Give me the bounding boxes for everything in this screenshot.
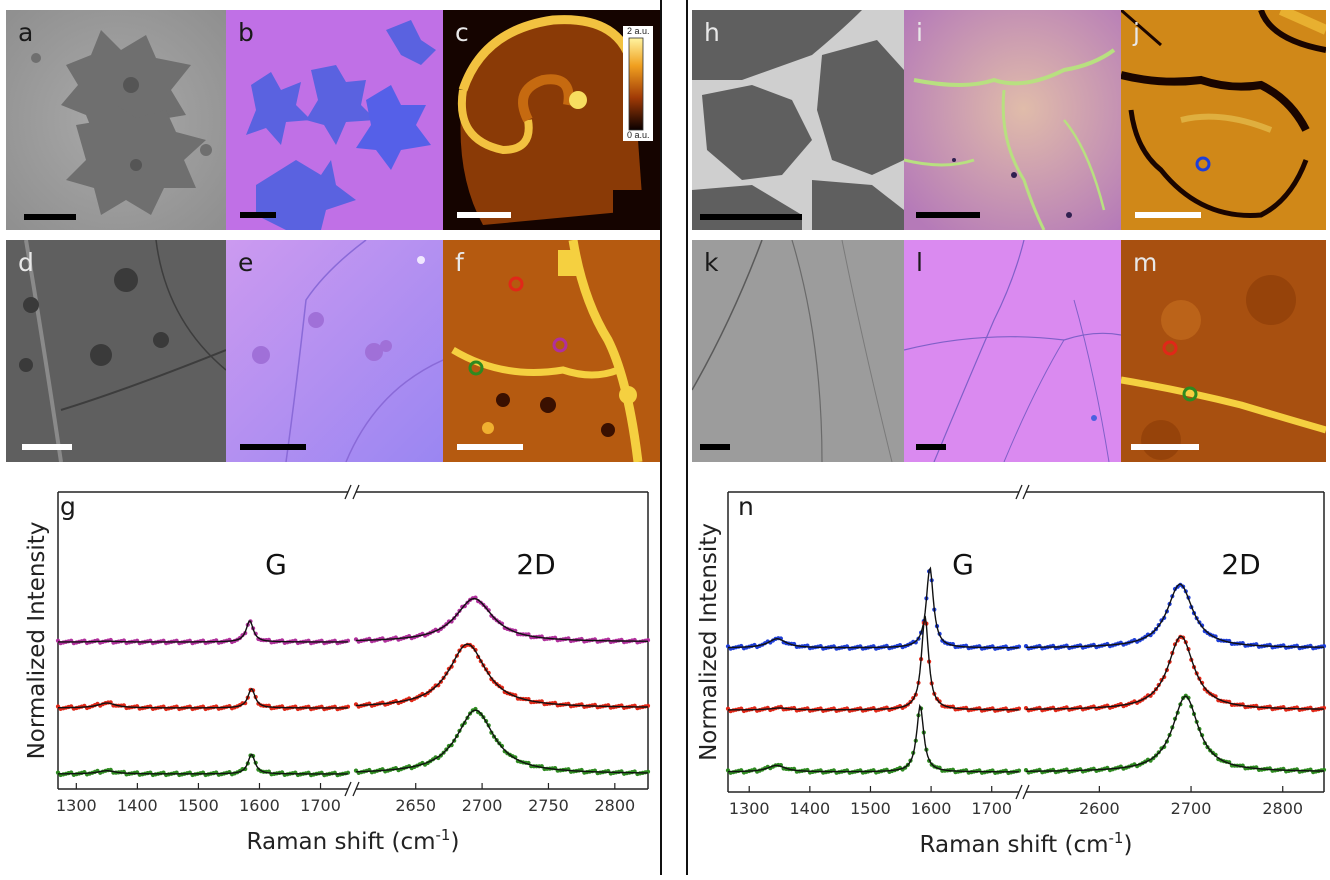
x-tick-label: 2650 — [395, 796, 436, 815]
axis-break-mark — [1015, 484, 1023, 500]
panel-label-l: l — [916, 248, 923, 277]
fit-line — [58, 687, 348, 709]
axis-break-mark — [1015, 784, 1023, 800]
y-axis-title: Normalized Intensity — [24, 522, 50, 760]
raman-spectrum-g: 1300 1400 1500 1600 1700 2650 2700 2750 2800 G 2D N… — [24, 484, 651, 855]
panel-j-raman-map: j — [1121, 10, 1326, 230]
colorbar-max-label: 2 a.u. — [627, 26, 650, 36]
fit-line — [58, 620, 348, 643]
x-axis-title: Raman shift (cm-1) — [247, 826, 460, 855]
scale-bar — [700, 444, 730, 450]
right-figure: h i j — [688, 0, 1327, 875]
fit-line — [728, 615, 1019, 711]
fit-line — [728, 703, 1019, 773]
x-tick-label: 1500 — [178, 796, 219, 815]
colorbar: 2 a.u. 0 a.u. — [623, 26, 653, 141]
scale-bar — [24, 214, 76, 220]
x-tick-label: 1400 — [789, 799, 830, 818]
panel-label-a: a — [18, 18, 34, 47]
left-figure: a b c — [6, 0, 660, 875]
x-tick-label: 1600 — [239, 796, 280, 815]
panel-h-sem-image: h — [692, 10, 904, 230]
panel-d-sem-image: d — [6, 240, 226, 462]
x-tick-label: 1400 — [117, 796, 158, 815]
axis-break-mark — [1022, 484, 1030, 500]
panel-label-g: g — [60, 492, 76, 521]
fit-line — [1026, 695, 1324, 772]
x-tick-label: 2700 — [1171, 799, 1212, 818]
scale-bar — [457, 212, 511, 218]
axis-break-mark — [352, 781, 360, 797]
panel-label-f: f — [455, 248, 464, 277]
peak-label-2d: 2D — [1221, 548, 1260, 581]
x-tick-label: 2800 — [1262, 799, 1303, 818]
chart-n: 1300 1400 1500 1600 1700 2600 2700 2800 G 2D Norma… — [688, 462, 1327, 875]
x-tick-label: 1300 — [56, 796, 97, 815]
colorbar-min-label: 0 a.u. — [627, 130, 650, 140]
scale-bar — [700, 214, 802, 220]
panel-label-j: j — [1133, 18, 1140, 47]
panel-label-h: h — [704, 18, 720, 47]
panel-label-m: m — [1133, 248, 1158, 277]
panel-k-sem-image: k — [692, 240, 904, 462]
panel-label-e: e — [238, 248, 254, 277]
y-axis-title: Normalized Intensity — [696, 523, 722, 761]
fit-line — [1026, 583, 1325, 648]
panel-c-raman-map: c 2 a.u. 0 a.u. — [443, 10, 660, 230]
x-tick-label: 1700 — [971, 799, 1012, 818]
panel-label-n: n — [738, 492, 754, 521]
peak-label-2d: 2D — [516, 548, 555, 581]
x-tick-label: 2750 — [528, 796, 569, 815]
scale-bar — [1131, 444, 1199, 450]
peak-label-g: G — [952, 548, 974, 581]
axis-break-mark — [344, 781, 352, 797]
panel-b-optical-image: b — [226, 10, 443, 230]
panel-label-d: d — [18, 248, 34, 277]
axis-break-mark — [344, 484, 352, 500]
raman-spectrum-n: 1300 1400 1500 1600 1700 2600 2700 2800 G 2D Norma… — [696, 484, 1327, 858]
scale-bar — [1135, 212, 1201, 218]
peak-label-g: G — [265, 548, 287, 581]
fit-line — [58, 753, 348, 775]
panel-label-c: c — [455, 18, 469, 47]
fit-line — [728, 566, 1019, 649]
panel-label-k: k — [704, 248, 719, 277]
scale-bar — [22, 444, 72, 450]
panel-label-i: i — [916, 18, 923, 47]
panel-a-sem-image: a — [6, 10, 226, 230]
scale-bar — [457, 444, 523, 450]
scale-bar — [240, 212, 276, 218]
axis-break-mark — [1022, 784, 1030, 800]
figure-border-left — [660, 0, 662, 875]
panel-l-optical-image: l — [904, 240, 1121, 462]
scale-bar — [916, 212, 980, 218]
panel-i-optical-image: i — [904, 10, 1121, 230]
x-tick-label: 1700 — [300, 796, 341, 815]
panel-e-optical-image: e — [226, 240, 443, 462]
x-tick-label: 2600 — [1079, 799, 1120, 818]
x-tick-label: 2800 — [594, 796, 635, 815]
fit-line — [1025, 635, 1324, 710]
fit-line — [356, 709, 648, 774]
figure-border-right — [686, 0, 688, 875]
axis-break-mark — [352, 484, 360, 500]
panel-label-b: b — [238, 18, 254, 47]
fit-line — [355, 643, 648, 708]
x-tick-label: 1500 — [850, 799, 891, 818]
x-tick-label: 2700 — [462, 796, 503, 815]
panel-f-raman-map: f — [443, 240, 660, 462]
scale-bar — [240, 444, 306, 450]
fit-line — [355, 597, 648, 642]
chart-g: 1300 1400 1500 1600 1700 2650 2700 2750 2800 G 2D N… — [6, 462, 660, 875]
x-tick-label: 1300 — [729, 799, 770, 818]
scale-bar — [916, 444, 946, 450]
panel-m-raman-map: m — [1121, 240, 1326, 462]
x-axis-title: Raman shift (cm-1) — [920, 829, 1133, 858]
x-tick-label: 1600 — [911, 799, 952, 818]
